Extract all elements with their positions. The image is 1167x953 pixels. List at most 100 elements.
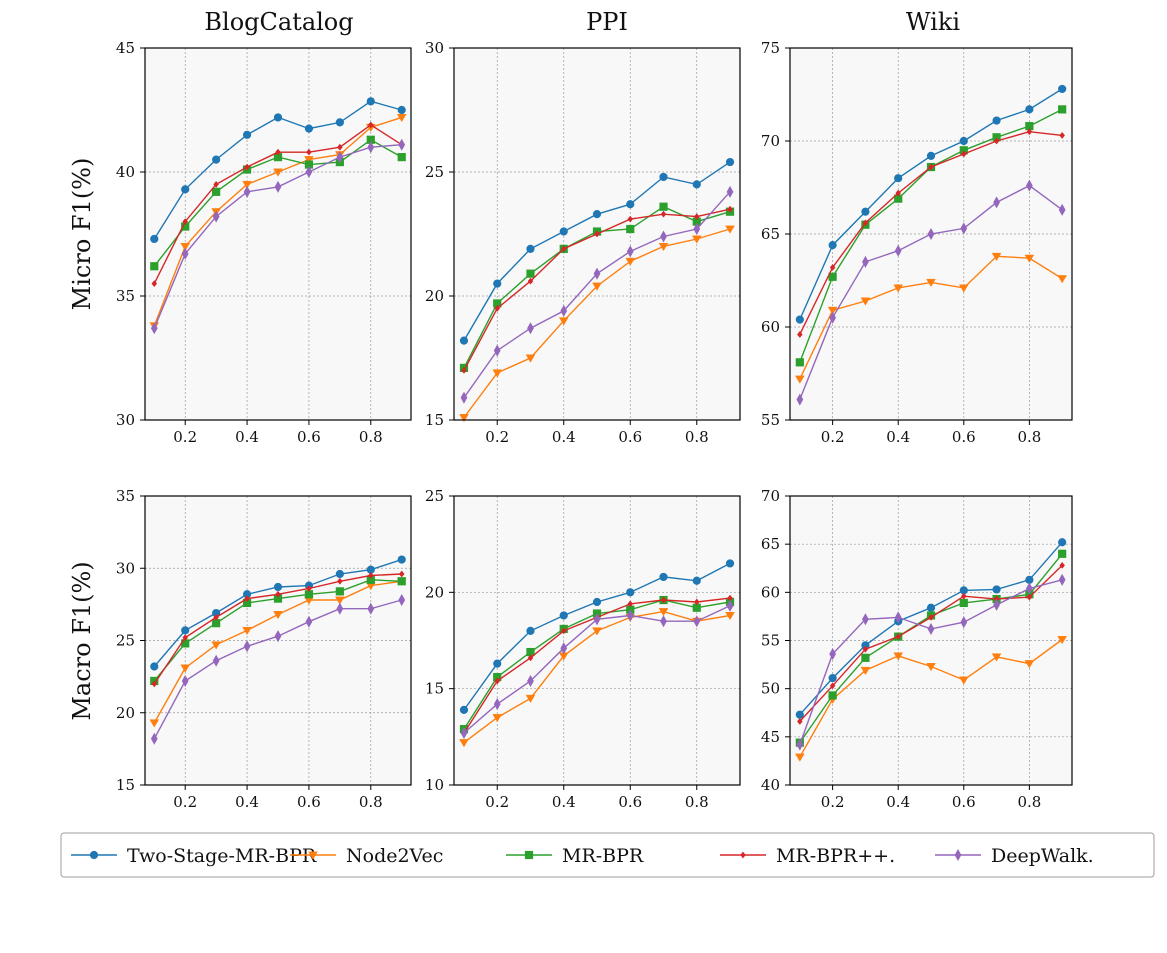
x-tick-label: 0.6 [952,428,976,446]
y-tick-label: 70 [761,487,780,505]
x-tick-label: 0.8 [1017,793,1041,811]
data-point [1059,539,1066,546]
data-point [960,137,967,144]
x-tick-label: 0.8 [1017,428,1041,446]
data-point [627,589,634,596]
column-title-blogcatalog: BlogCatalog [204,8,353,36]
data-point [151,235,158,242]
y-tick-label: 60 [761,583,780,601]
y-tick-label: 50 [761,680,780,698]
y-tick-label: 65 [761,535,780,553]
x-tick-label: 0.8 [359,793,383,811]
data-point [726,560,733,567]
data-point [726,158,733,165]
y-tick-label: 55 [761,411,780,429]
x-tick-label: 0.2 [485,793,509,811]
column-title-ppi: PPI [586,8,628,36]
x-tick-label: 0.4 [552,793,576,811]
x-tick-label: 0.4 [552,428,576,446]
data-point [829,242,836,249]
data-point [693,181,700,188]
data-point [527,627,534,634]
data-point [494,660,501,667]
data-point [1026,106,1033,113]
y-tick-label: 20 [425,287,444,305]
y-tick-label: 15 [116,776,135,794]
subplot-4: 0.2 0.4 0.6 0.81520253035 [116,487,411,811]
legend-label: DeepWalk. [991,845,1094,867]
y-tick-label: 15 [425,680,444,698]
data-point [796,316,803,323]
x-tick-label: 0.8 [685,793,709,811]
legend-marker [525,851,532,858]
legend-label: MR-BPR++. [776,845,895,867]
row-label-micro-f1: Micro F1(%) [68,158,96,311]
data-point [593,211,600,218]
data-point [593,598,600,605]
x-tick-label: 0.6 [297,428,321,446]
y-tick-label: 10 [425,776,444,794]
y-tick-label: 70 [761,132,780,150]
data-point [336,119,343,126]
data-point [213,188,220,195]
legend-label: Two-Stage-MR-BPR [127,845,317,867]
subplot-grid: 0.2 0.4 0.6 0.8 30 35 40 45 0.2 0.4 0.6 0.8 15 20 25 30… [116,39,1072,811]
data-point [560,228,567,235]
y-tick-label: 25 [116,632,135,650]
y-tick-label: 30 [116,559,135,577]
data-point [460,706,467,713]
legend-label: Node2Vec [346,845,443,867]
y-tick-label: 35 [116,487,135,505]
y-tick-label: 30 [116,411,135,429]
data-point [660,573,667,580]
x-tick-label: 0.6 [952,793,976,811]
y-tick-label: 55 [761,632,780,650]
legend-label: MR-BPR [562,845,644,867]
y-tick-label: 65 [761,225,780,243]
data-point [927,152,934,159]
data-point [960,599,967,606]
data-point [829,273,836,280]
data-point [460,337,467,344]
x-tick-label: 0.2 [173,428,197,446]
data-point [151,263,158,270]
x-tick-label: 0.4 [235,428,259,446]
x-tick-label: 0.4 [886,793,910,811]
data-point [1059,550,1066,557]
x-tick-label: 0.2 [485,428,509,446]
data-point [895,175,902,182]
y-tick-label: 20 [116,704,135,722]
data-point [398,154,405,161]
y-tick-label: 40 [761,776,780,794]
data-point [1026,576,1033,583]
data-point [862,654,869,661]
y-tick-label: 25 [425,487,444,505]
data-point [660,173,667,180]
data-point [274,583,281,590]
data-point [398,556,405,563]
x-tick-label: 0.6 [618,793,642,811]
subplot-3: 0.2 0.4 0.6 0.85560657075 [761,39,1072,446]
y-tick-label: 35 [116,287,135,305]
legend: Two-Stage-MR-BPR Node2Vec MR-BPR MR-BPR++. D… [61,833,1154,877]
data-point [398,106,405,113]
data-point [829,674,836,681]
y-tick-label: 45 [761,728,780,746]
data-point [213,156,220,163]
data-point [660,203,667,210]
data-point [862,208,869,215]
column-title-wiki: Wiki [906,8,960,36]
y-tick-label: 60 [761,318,780,336]
data-point [243,131,250,138]
data-point [829,692,836,699]
x-tick-label: 0.8 [685,428,709,446]
data-point [796,711,803,718]
data-point [993,586,1000,593]
data-point [560,612,567,619]
subplot-6: 0.2 0.4 0.6 0.840455055606570 [761,487,1072,811]
x-tick-label: 0.4 [886,428,910,446]
x-tick-label: 0.6 [297,793,321,811]
row-label-macro-f1: Macro F1(%) [68,561,96,720]
data-point [796,359,803,366]
